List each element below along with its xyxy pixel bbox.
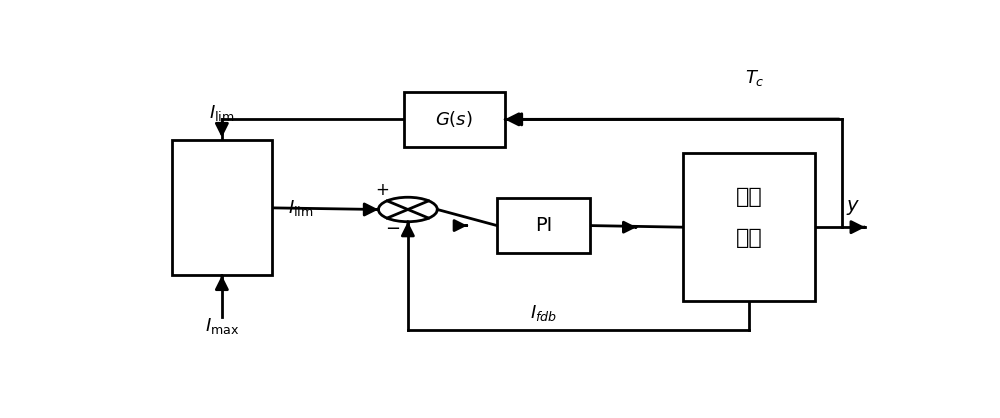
Text: −: −: [385, 220, 400, 238]
Text: $I_{fdb}$: $I_{fdb}$: [530, 303, 557, 323]
Text: PI: PI: [535, 216, 552, 235]
Text: $y$: $y$: [846, 199, 860, 217]
Text: 器件: 器件: [736, 229, 762, 248]
Text: $T_c$: $T_c$: [745, 68, 765, 87]
Text: $I_{\lim}$: $I_{\lim}$: [288, 198, 313, 218]
Text: $I_{\lim}$: $I_{\lim}$: [209, 102, 235, 122]
Bar: [404, 92, 505, 147]
Text: +: +: [375, 181, 389, 199]
Bar: [497, 198, 590, 253]
Text: $I_{\max}$: $I_{\max}$: [205, 316, 239, 336]
Text: $G(s)$: $G(s)$: [435, 110, 473, 129]
Bar: [683, 153, 815, 301]
Bar: [172, 140, 272, 275]
Text: 功率: 功率: [736, 186, 762, 206]
